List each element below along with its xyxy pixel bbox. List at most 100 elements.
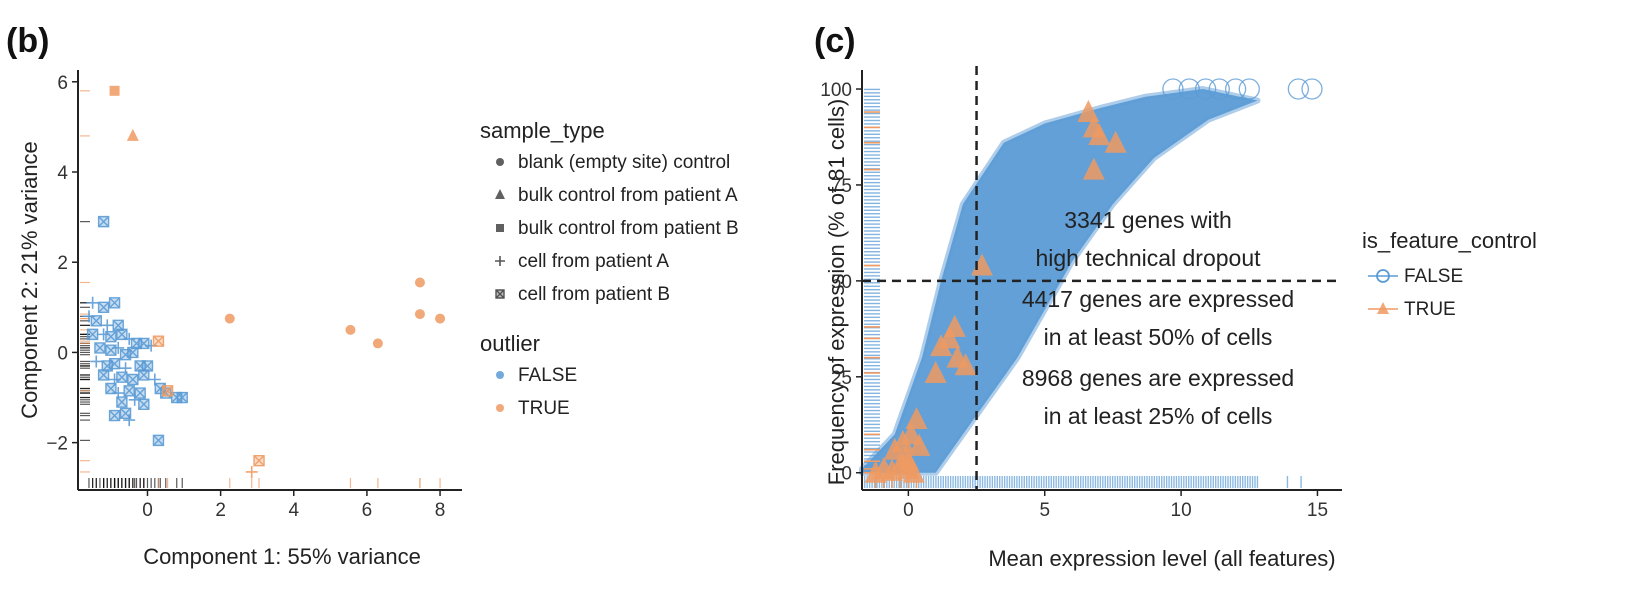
- panel-c-legend-label: FALSE: [1404, 266, 1463, 287]
- panel-c-true-point: [905, 407, 928, 430]
- panel-c-true-point: [897, 449, 920, 472]
- panel-c-true-point: [1082, 157, 1105, 180]
- panel-b-point-boxx: [94, 342, 106, 354]
- panel-b-point-plus: [97, 328, 110, 341]
- panel-b-point-boxx: [152, 335, 165, 347]
- panel-b-legend-label: cell from patient A: [518, 251, 669, 272]
- panel-c-true-point: [908, 433, 931, 456]
- panel-c-true-point: [1104, 130, 1127, 153]
- panel-b-y-axis-title: Component 2: 21% variance: [17, 141, 42, 419]
- panel-b-legend-label: bulk control from patient B: [518, 218, 739, 239]
- panel-b-x-tick-label: 2: [215, 500, 226, 521]
- panel-b-point-boxx: [127, 346, 139, 359]
- panel-b-point-boxx: [138, 398, 150, 410]
- panel-c-legend-key-triangle: [1377, 302, 1389, 314]
- panel-b-point-boxx: [105, 330, 117, 343]
- panel-b-point-boxx: [105, 344, 117, 356]
- panel-b-point-boxx: [253, 454, 265, 467]
- panel-b-legend-key-square: [496, 224, 504, 232]
- panel-c-true-point: [902, 460, 925, 483]
- panel-b-point-boxx: [141, 360, 154, 372]
- panel-b-y-tick-label: 6: [57, 73, 68, 94]
- panel-b-x-tick-label: 6: [362, 500, 373, 521]
- panel-c-plot-area: 0 5 10 15 0 25 50 75 100 3341 genes with high tech…: [820, 66, 1342, 521]
- panel-b-point-circle: [414, 309, 425, 320]
- panel-c-false-point: [1194, 78, 1217, 100]
- panel-c-legend: is_feature_control FALSE TRUE: [1362, 228, 1537, 320]
- panel-c-annotation: 3341 genes with: [1064, 207, 1232, 233]
- panel-b-point-boxx: [112, 319, 124, 332]
- panel-b-point-plus: [86, 296, 99, 309]
- panel-b-label: (b): [6, 22, 49, 60]
- panel-b-point-boxx: [116, 396, 128, 408]
- panel-b-x-tick-label: 8: [435, 500, 446, 521]
- panel-c-label: (c): [814, 22, 856, 60]
- panel-b-point-boxx: [123, 385, 135, 397]
- panel-b-point-boxx: [86, 328, 99, 341]
- panel-b-point-plus: [245, 465, 258, 478]
- panel-b-legend-title: sample_type: [480, 118, 605, 143]
- panel-c-y-axis-title: Frequency of expression (% of 81 cells): [824, 99, 849, 485]
- panel-c-true-point: [971, 253, 993, 276]
- panel-b-legend-label: cell from patient B: [518, 284, 670, 305]
- panel-b-point-boxx: [176, 391, 188, 404]
- panel-b-x-axis-title: Component 1: 55% variance: [143, 544, 421, 569]
- panel-b-point-plus: [90, 355, 103, 368]
- panel-b-legend-label: bulk control from patient A: [518, 185, 738, 206]
- panel-b-point-boxx: [134, 387, 146, 399]
- panel-b-legend-key-circle: [496, 404, 504, 412]
- panel-b-point-boxx: [97, 215, 110, 228]
- panel-b-x-tick-label: 0: [142, 500, 153, 521]
- panel-b-point-boxx: [138, 369, 150, 381]
- panel-b-legend-label: blank (empty site) control: [518, 152, 730, 173]
- panel-c-annotation: 8968 genes are expressed: [1022, 365, 1294, 391]
- panel-b-point-boxx: [97, 301, 110, 314]
- panel-c-true-point: [943, 314, 966, 337]
- panel-b-x-tick-label: 4: [288, 500, 299, 521]
- panel-c-x-tick-label: 5: [1039, 500, 1050, 521]
- panel-b-legend-key-triangle: [495, 189, 505, 199]
- panel-c-false-point: [1301, 78, 1323, 100]
- panel-b-legend-key-circle: [496, 371, 504, 379]
- panel-b: (b) 0 2 4 6 8 −2 0 2 4 6 Component 1: 55% varianc…: [6, 22, 739, 569]
- panel-b-legend-key-boxx: [495, 289, 505, 299]
- panel-c-true-point: [938, 326, 961, 349]
- panel-b-point-boxx: [161, 385, 174, 397]
- panel-b-point-boxx: [116, 328, 128, 341]
- panel-b-y-tick-label: 0: [57, 343, 68, 364]
- panel-b-legend-key-circle: [496, 158, 504, 166]
- panel-c-true-point: [954, 353, 977, 376]
- panel-b-y-tick-label: −2: [46, 434, 68, 455]
- panel-c-annotation: high technical dropout: [1035, 245, 1261, 271]
- panel-c-x-tick-label: 0: [903, 500, 914, 521]
- panel-c-x-tick-label: 15: [1307, 500, 1328, 521]
- panel-b-point-boxx: [152, 434, 165, 447]
- panel-c-annotation: 4417 genes are expressed: [1022, 286, 1294, 312]
- panel-b-y-tick-label: 4: [57, 163, 68, 184]
- panel-b-point-square: [109, 85, 120, 96]
- panel-b-legend-label: FALSE: [518, 365, 577, 386]
- panel-b-point-plus: [101, 319, 114, 332]
- panel-c-false-point: [1208, 78, 1230, 100]
- panel-b-point-plus: [123, 414, 136, 427]
- panel-c-y-tick-label: 50: [831, 272, 852, 293]
- panel-b-point-boxx: [116, 371, 128, 383]
- panel-b-plot-area: 0 2 4 6 8 −2 0 2 4 6: [46, 70, 462, 521]
- panel-c-false-point: [1287, 78, 1310, 100]
- panel-c-true-point: [924, 360, 947, 383]
- panel-b-point-plus: [112, 341, 125, 354]
- panel-c-true-point: [1088, 123, 1111, 146]
- panel-c-y-tick-label: 75: [831, 176, 852, 197]
- panel-b-point-boxx: [108, 409, 121, 422]
- panel-c-y-tick-label: 0: [841, 464, 852, 485]
- panel-c-false-point: [1162, 78, 1184, 100]
- panel-b-point-boxx: [97, 369, 110, 381]
- panel-c-false-point: [1238, 78, 1260, 100]
- panel-b-point-triangle: [126, 128, 139, 141]
- panel-c: (c) 0 5 10 15 0 25 50 75 100 3341 genes with high …: [814, 22, 1537, 571]
- panel-b-y-tick-label: 2: [57, 253, 68, 274]
- panel-b-point-circle: [372, 338, 383, 349]
- panel-c-legend-title: is_feature_control: [1362, 228, 1537, 253]
- panel-b-point-boxx: [138, 337, 150, 350]
